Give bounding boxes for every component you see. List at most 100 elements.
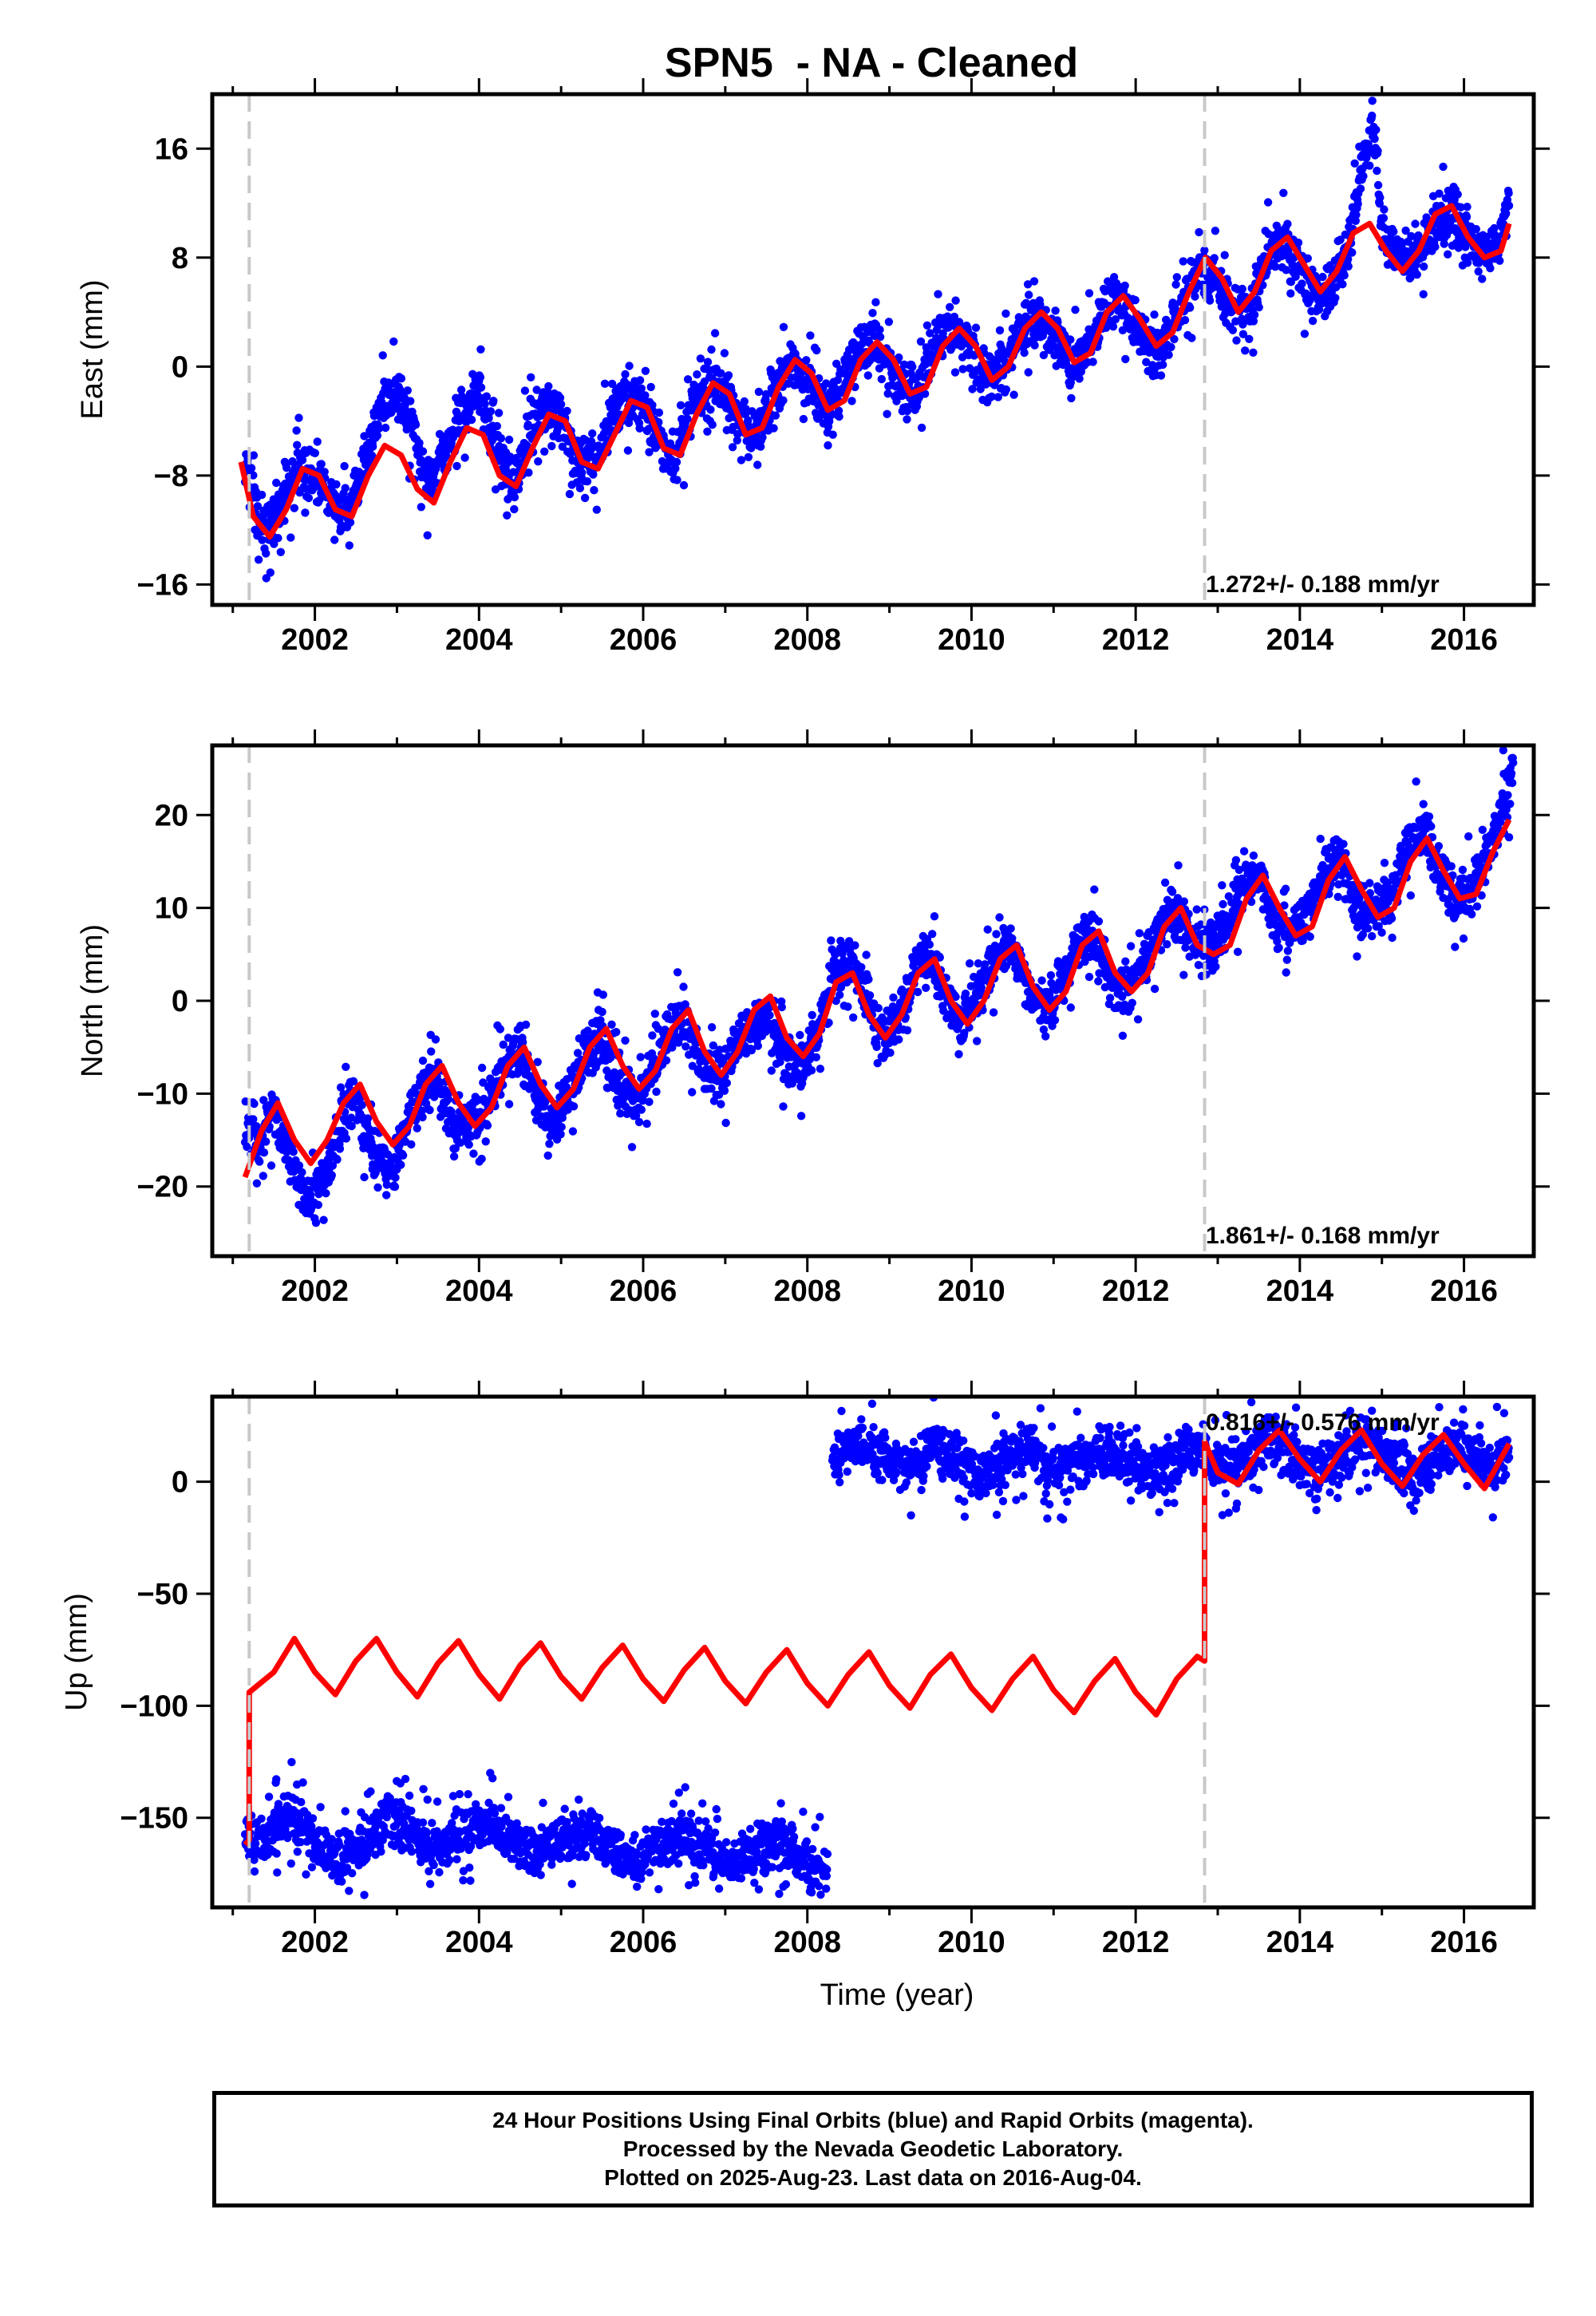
observation-point bbox=[1090, 885, 1099, 894]
observation-point bbox=[423, 531, 432, 539]
observation-point bbox=[1478, 275, 1487, 283]
observation-point bbox=[1414, 231, 1423, 240]
observation-point bbox=[452, 461, 461, 471]
observation-point bbox=[961, 989, 970, 998]
observation-point bbox=[363, 1114, 373, 1123]
observation-point bbox=[1420, 262, 1428, 271]
observation-point bbox=[1294, 238, 1303, 247]
observation-point bbox=[476, 383, 486, 392]
observation-point bbox=[1397, 242, 1406, 251]
observation-point bbox=[958, 365, 967, 373]
observation-point bbox=[740, 397, 749, 406]
observation-point bbox=[314, 1200, 322, 1210]
observation-point bbox=[496, 434, 506, 443]
observation-point bbox=[707, 1084, 716, 1093]
observation-point bbox=[583, 477, 592, 486]
observation-point bbox=[347, 1121, 356, 1131]
observation-point bbox=[592, 505, 601, 514]
observation-point bbox=[520, 386, 530, 395]
observation-point bbox=[411, 421, 421, 429]
observation-point bbox=[319, 1215, 328, 1224]
observation-point bbox=[862, 951, 871, 959]
observation-point bbox=[270, 539, 279, 548]
observation-point bbox=[930, 912, 939, 921]
y-tick-label: −8 bbox=[154, 460, 188, 493]
observation-point bbox=[397, 374, 406, 383]
observation-point bbox=[257, 490, 267, 500]
observation-point bbox=[262, 1137, 271, 1146]
observation-point bbox=[816, 1065, 825, 1073]
observation-point bbox=[648, 401, 657, 409]
observation-point bbox=[301, 508, 310, 517]
observation-point bbox=[1263, 198, 1273, 207]
observation-point bbox=[1338, 280, 1347, 289]
observation-point bbox=[607, 1020, 616, 1030]
x-tick-label: 2012 bbox=[1102, 623, 1170, 657]
observation-point bbox=[717, 369, 725, 377]
observation-point bbox=[770, 1018, 779, 1028]
observation-point bbox=[903, 406, 912, 416]
observation-point bbox=[249, 471, 258, 480]
observation-point bbox=[1453, 190, 1462, 199]
observation-point bbox=[482, 392, 491, 401]
observation-point bbox=[607, 379, 617, 389]
x-tick-label: 2008 bbox=[773, 623, 841, 657]
observation-point bbox=[1192, 905, 1201, 914]
observation-point bbox=[383, 1150, 393, 1159]
observation-point bbox=[1344, 255, 1353, 263]
observation-point bbox=[1249, 317, 1258, 326]
observation-point bbox=[328, 1161, 338, 1170]
observation-point bbox=[807, 1066, 816, 1075]
observation-point bbox=[719, 1057, 728, 1065]
observation-point bbox=[1181, 943, 1190, 952]
observation-point bbox=[425, 1105, 434, 1115]
observation-point bbox=[925, 940, 934, 949]
observation-point bbox=[851, 941, 859, 950]
observation-point bbox=[496, 1025, 504, 1034]
observation-point bbox=[1051, 306, 1060, 315]
observation-point bbox=[835, 412, 843, 421]
observation-point bbox=[625, 362, 634, 370]
observation-point bbox=[418, 1056, 428, 1065]
observation-point bbox=[1135, 929, 1144, 938]
observation-point bbox=[1300, 330, 1310, 338]
observation-point bbox=[373, 431, 382, 440]
observation-point bbox=[335, 1144, 345, 1153]
observation-point bbox=[688, 1088, 697, 1097]
observation-point bbox=[1131, 295, 1140, 305]
observation-point bbox=[1504, 201, 1514, 210]
observation-point bbox=[381, 423, 390, 433]
observation-point bbox=[557, 1123, 566, 1132]
observation-point bbox=[483, 1121, 492, 1130]
observation-point bbox=[767, 1066, 776, 1075]
plot-frame bbox=[210, 92, 1536, 607]
observation-point bbox=[480, 399, 489, 409]
observation-point bbox=[685, 1050, 693, 1059]
y-tick-label: 8 bbox=[172, 242, 188, 275]
observation-point bbox=[1118, 326, 1128, 334]
observation-point bbox=[951, 296, 960, 305]
observation-point bbox=[971, 323, 981, 332]
observation-point bbox=[728, 443, 737, 452]
east-panel: 2002 2004 2006 2008 2010 2012 2014 2016−16−8081… bbox=[76, 78, 1550, 657]
observation-point bbox=[580, 493, 590, 503]
observation-point bbox=[939, 1006, 948, 1015]
observation-point bbox=[1379, 214, 1389, 223]
observation-point bbox=[1094, 917, 1104, 926]
observation-point bbox=[1435, 189, 1444, 198]
observation-point bbox=[646, 382, 655, 392]
observation-point bbox=[1180, 315, 1190, 325]
observation-point bbox=[313, 437, 322, 446]
observation-point bbox=[1495, 256, 1504, 265]
observation-point bbox=[779, 1102, 788, 1111]
observation-point bbox=[641, 366, 650, 375]
observation-point bbox=[600, 379, 610, 388]
observation-point bbox=[1171, 280, 1180, 289]
observation-point bbox=[413, 1124, 421, 1132]
observation-point bbox=[771, 411, 780, 420]
observation-point bbox=[1336, 235, 1345, 244]
observation-point bbox=[477, 1063, 487, 1073]
velocity-label: 1.272+/- 0.188 mm/yr bbox=[1206, 571, 1440, 598]
observation-point bbox=[935, 953, 945, 962]
observation-point bbox=[349, 1077, 358, 1086]
